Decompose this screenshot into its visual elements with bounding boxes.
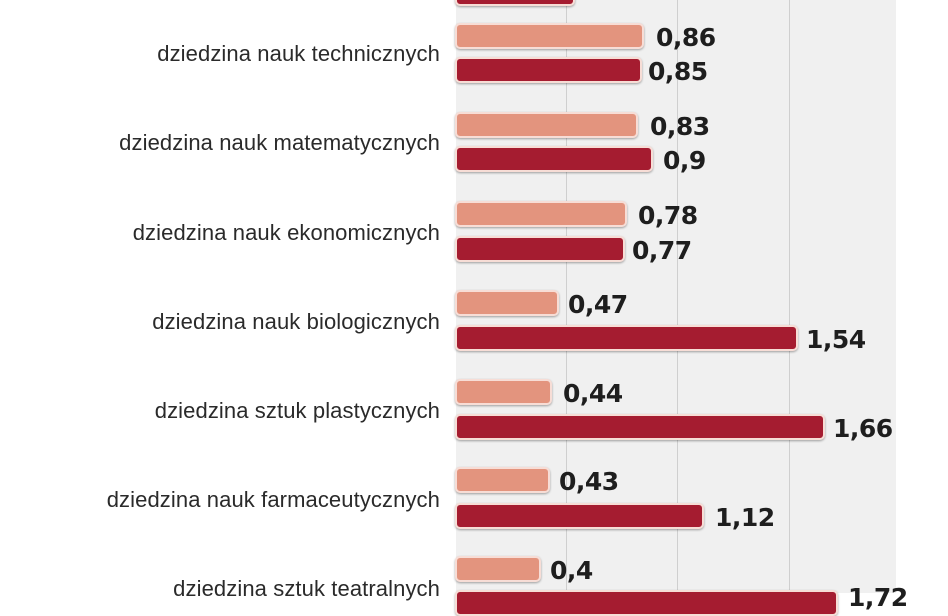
value-label: 0,86 — [656, 23, 716, 52]
value-label: 1,12 — [715, 503, 775, 532]
bar-dark — [455, 414, 825, 440]
bar-partial-top — [455, 0, 575, 6]
bar-dark — [455, 236, 625, 262]
bar-chart: dziedzina nauk technicznych 0,86 0,85 dz… — [106, 0, 908, 616]
bar-dark — [455, 146, 653, 172]
bar-light — [455, 23, 644, 49]
bar-light — [455, 201, 627, 227]
bar-light — [455, 290, 559, 316]
category-label: dziedzina nauk farmaceutycznych — [106, 487, 440, 512]
gridline-1-5 — [789, 0, 790, 593]
bar-dark — [455, 325, 798, 351]
bar-dark — [455, 57, 642, 83]
value-label: 0,85 — [648, 57, 708, 86]
value-label: 0,77 — [632, 236, 692, 265]
category-label: dziedzina nauk technicznych — [157, 41, 440, 66]
category-label: dziedzina nauk matematycznych — [119, 130, 440, 155]
bar-light — [455, 556, 541, 582]
value-label: 0,9 — [663, 146, 706, 175]
bar-dark — [455, 503, 704, 529]
bar-light — [455, 467, 550, 493]
bar-light — [455, 379, 552, 405]
value-label: 0,44 — [563, 379, 623, 408]
value-label: 1,72 — [848, 583, 908, 612]
bar-dark — [455, 590, 838, 616]
category-label: dziedzina nauk biologicznych — [152, 309, 440, 334]
value-label: 0,83 — [650, 112, 710, 141]
value-label: 1,54 — [806, 325, 866, 354]
gridline-1-0 — [677, 0, 678, 593]
bar-light — [455, 112, 638, 138]
category-label: dziedzina nauk ekonomicznych — [132, 220, 440, 245]
value-label: 0,43 — [559, 467, 619, 496]
value-label: 0,4 — [550, 556, 593, 585]
value-label: 0,47 — [568, 290, 628, 319]
gridline-0-5 — [566, 0, 567, 593]
value-label: 1,66 — [833, 414, 893, 443]
category-label: dziedzina sztuk teatralnych — [173, 576, 440, 601]
value-label: 0,78 — [638, 201, 698, 230]
category-label: dziedzina sztuk plastycznych — [154, 398, 440, 423]
